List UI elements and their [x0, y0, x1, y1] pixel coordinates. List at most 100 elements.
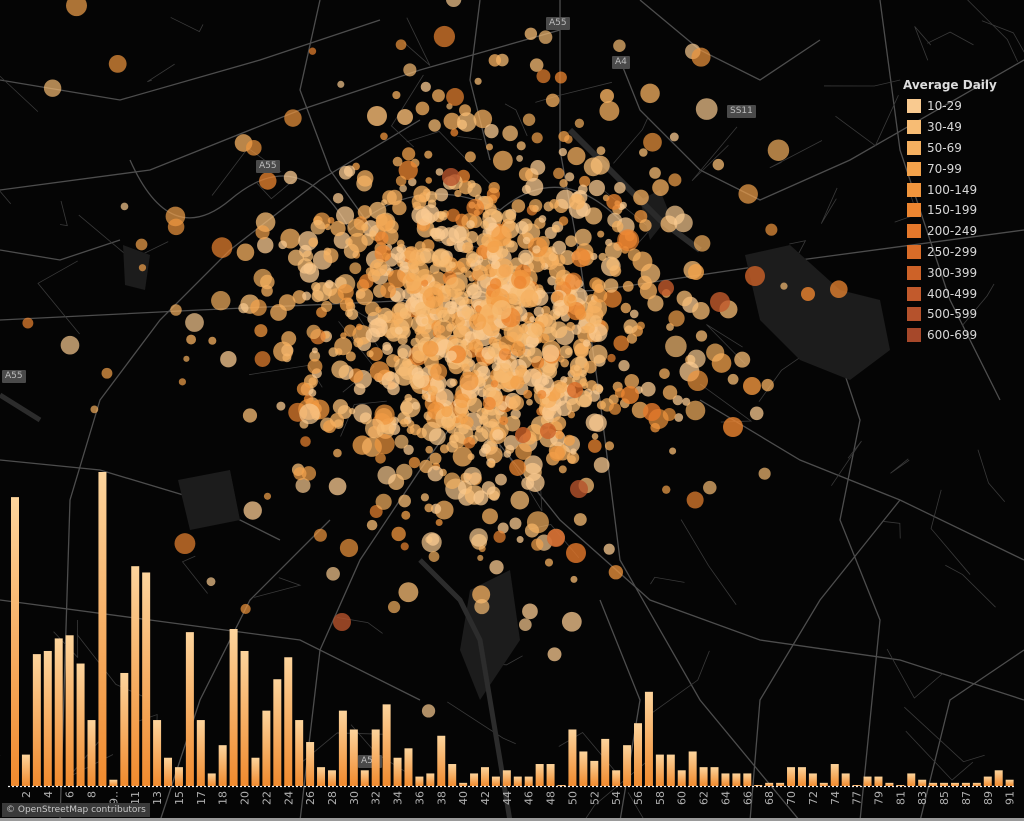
station-bubble[interactable]	[495, 473, 507, 486]
station-bubble[interactable]	[727, 373, 739, 385]
station-bubble[interactable]	[60, 335, 80, 355]
bar[interactable]	[743, 773, 752, 786]
station-bubble[interactable]	[668, 173, 682, 187]
station-bubble[interactable]	[637, 275, 652, 290]
station-bubble[interactable]	[399, 184, 407, 193]
station-bubble[interactable]	[584, 322, 595, 334]
station-bubble[interactable]	[308, 377, 317, 386]
bar[interactable]	[459, 782, 468, 786]
station-bubble[interactable]	[90, 405, 99, 414]
station-bubble[interactable]	[523, 455, 543, 475]
station-bubble[interactable]	[326, 566, 340, 581]
station-bubble[interactable]	[525, 473, 545, 492]
station-bubble[interactable]	[344, 324, 357, 337]
station-bubble[interactable]	[578, 184, 588, 195]
station-bubble[interactable]	[712, 158, 725, 171]
bar[interactable]	[470, 773, 479, 786]
station-bubble[interactable]	[394, 326, 403, 335]
station-bubble[interactable]	[469, 313, 487, 331]
station-bubble[interactable]	[486, 143, 494, 151]
station-bubble[interactable]	[170, 304, 182, 316]
station-bubble[interactable]	[356, 323, 363, 331]
station-bubble[interactable]	[491, 225, 512, 247]
bar[interactable]	[109, 779, 118, 786]
station-bubble[interactable]	[621, 386, 639, 404]
station-bubble[interactable]	[455, 393, 470, 408]
station-bubble[interactable]	[435, 168, 444, 176]
bar[interactable]	[612, 770, 621, 786]
station-bubble[interactable]	[430, 227, 442, 240]
bar[interactable]	[382, 704, 391, 786]
station-bubble[interactable]	[571, 248, 591, 268]
station-bubble[interactable]	[564, 135, 573, 144]
station-bubble[interactable]	[454, 189, 462, 198]
bar[interactable]	[32, 654, 41, 786]
station-bubble[interactable]	[396, 463, 413, 481]
station-bubble[interactable]	[482, 384, 497, 398]
station-bubble[interactable]	[466, 284, 482, 300]
station-bubble[interactable]	[558, 216, 569, 226]
station-bubble[interactable]	[604, 441, 615, 451]
station-bubble[interactable]	[472, 264, 488, 281]
station-bubble[interactable]	[398, 494, 411, 508]
station-bubble[interactable]	[442, 168, 460, 186]
bar[interactable]	[546, 764, 555, 786]
station-bubble[interactable]	[332, 192, 344, 204]
bar[interactable]	[808, 773, 817, 786]
station-bubble[interactable]	[600, 89, 614, 103]
station-bubble[interactable]	[382, 344, 393, 355]
bar[interactable]	[54, 638, 63, 786]
station-bubble[interactable]	[574, 118, 585, 128]
station-bubble[interactable]	[552, 299, 570, 317]
station-bubble[interactable]	[603, 543, 615, 555]
station-bubble[interactable]	[604, 242, 622, 260]
station-bubble[interactable]	[167, 218, 185, 236]
station-bubble[interactable]	[474, 77, 482, 85]
station-bubble[interactable]	[503, 450, 512, 458]
station-bubble[interactable]	[183, 355, 190, 362]
station-bubble[interactable]	[429, 452, 442, 465]
station-bubble[interactable]	[669, 447, 677, 455]
station-bubble[interactable]	[375, 493, 392, 510]
station-bubble[interactable]	[421, 704, 436, 718]
station-bubble[interactable]	[551, 224, 560, 233]
station-bubble[interactable]	[626, 333, 638, 344]
station-bubble[interactable]	[450, 128, 459, 137]
station-bubble[interactable]	[420, 81, 431, 92]
station-bubble[interactable]	[415, 101, 430, 116]
station-bubble[interactable]	[353, 337, 364, 348]
station-bubble[interactable]	[687, 349, 706, 368]
station-bubble[interactable]	[447, 305, 456, 315]
bar[interactable]	[437, 735, 446, 786]
station-bubble[interactable]	[473, 490, 489, 506]
bar[interactable]	[284, 657, 293, 786]
station-bubble[interactable]	[465, 250, 479, 264]
station-bubble[interactable]	[510, 490, 530, 510]
station-bubble[interactable]	[392, 90, 401, 100]
station-bubble[interactable]	[589, 315, 602, 327]
station-bubble[interactable]	[548, 252, 557, 262]
station-bubble[interactable]	[504, 415, 521, 432]
station-bubble[interactable]	[595, 384, 604, 393]
station-bubble[interactable]	[396, 239, 405, 248]
station-bubble[interactable]	[581, 382, 589, 389]
station-bubble[interactable]	[573, 365, 580, 372]
station-bubble[interactable]	[422, 340, 439, 357]
station-bubble[interactable]	[643, 403, 661, 421]
bar[interactable]	[557, 785, 566, 786]
bar[interactable]	[874, 776, 883, 786]
station-bubble[interactable]	[399, 307, 412, 320]
station-bubble[interactable]	[589, 277, 603, 291]
station-bubble[interactable]	[392, 156, 403, 167]
station-bubble[interactable]	[598, 252, 607, 261]
station-bubble[interactable]	[255, 225, 270, 240]
station-bubble[interactable]	[299, 263, 320, 283]
legend-item[interactable]: 250-299	[907, 242, 1024, 263]
station-bubble[interactable]	[703, 480, 717, 495]
station-bubble[interactable]	[524, 27, 538, 40]
bar[interactable]	[732, 773, 741, 786]
station-bubble[interactable]	[374, 231, 389, 245]
station-bubble[interactable]	[567, 382, 583, 398]
bar[interactable]	[98, 472, 107, 786]
station-bubble[interactable]	[474, 599, 490, 615]
